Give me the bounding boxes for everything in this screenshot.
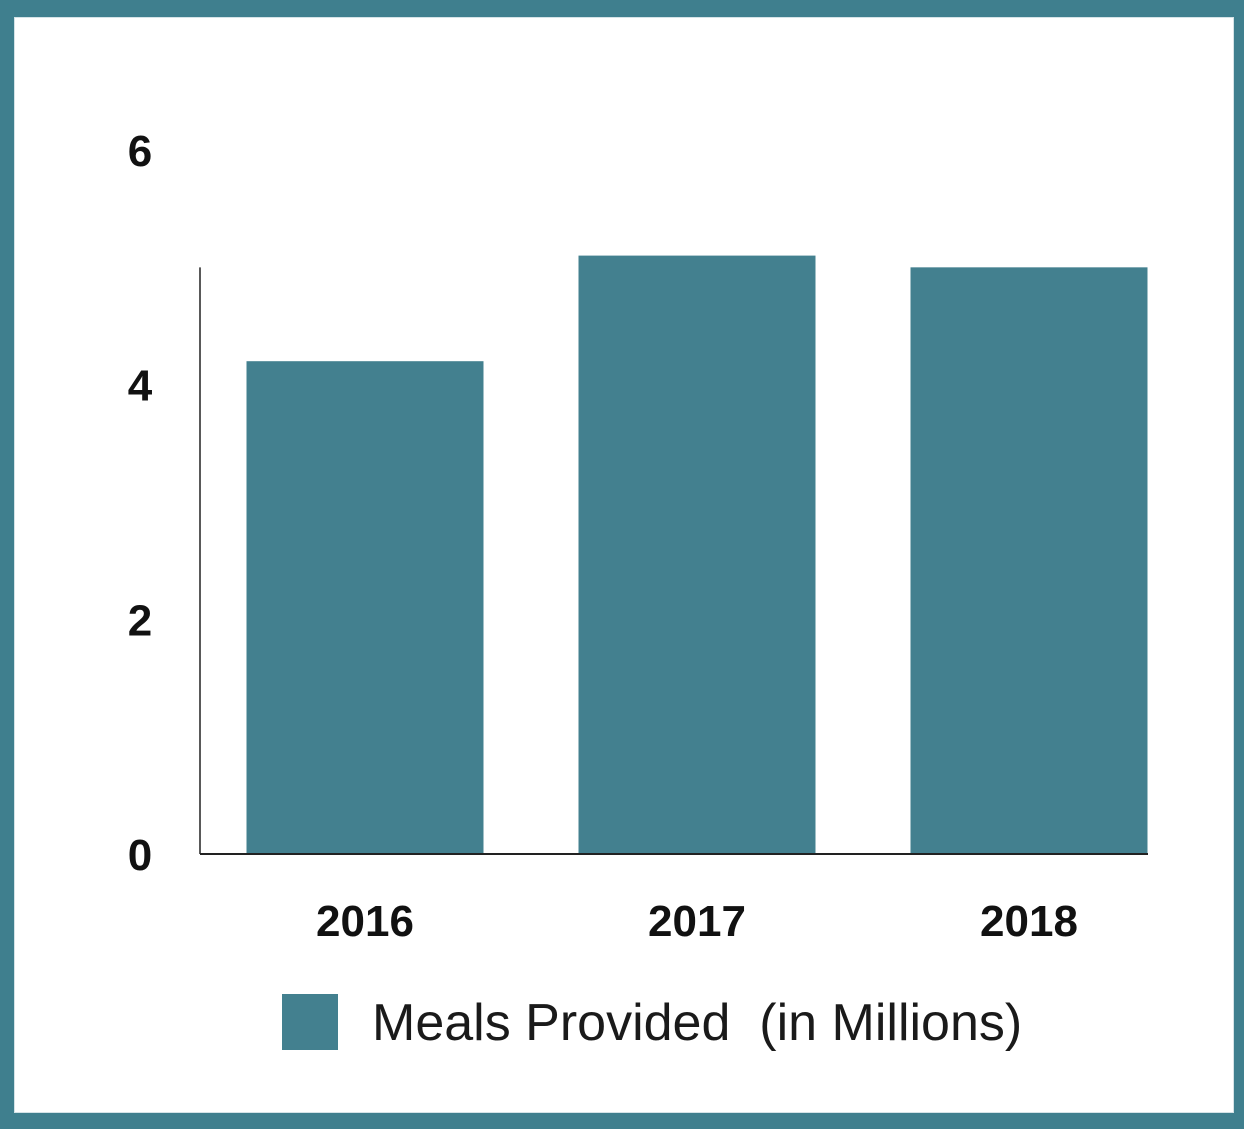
y-tick-label: 2 [128, 596, 152, 645]
bar-2016 [246, 361, 484, 854]
x-tick-label: 2017 [648, 897, 746, 946]
y-tick-label: 6 [128, 127, 152, 176]
bar-2017 [578, 255, 816, 855]
y-tick-label: 4 [128, 362, 153, 411]
bar-2018 [910, 267, 1148, 854]
y-axis-tick-labels: 0 2 4 6 [128, 127, 153, 880]
x-axis-tick-labels: 2016 2017 2018 [316, 897, 1078, 946]
legend-swatch [282, 994, 338, 1050]
x-tick-label: 2018 [980, 897, 1078, 946]
bars [246, 255, 1148, 855]
y-tick-label: 0 [128, 831, 152, 880]
legend-label: Meals Provided (in Millions) [372, 994, 1022, 1052]
x-tick-label: 2016 [316, 897, 414, 946]
legend: Meals Provided (in Millions) [282, 994, 1022, 1052]
